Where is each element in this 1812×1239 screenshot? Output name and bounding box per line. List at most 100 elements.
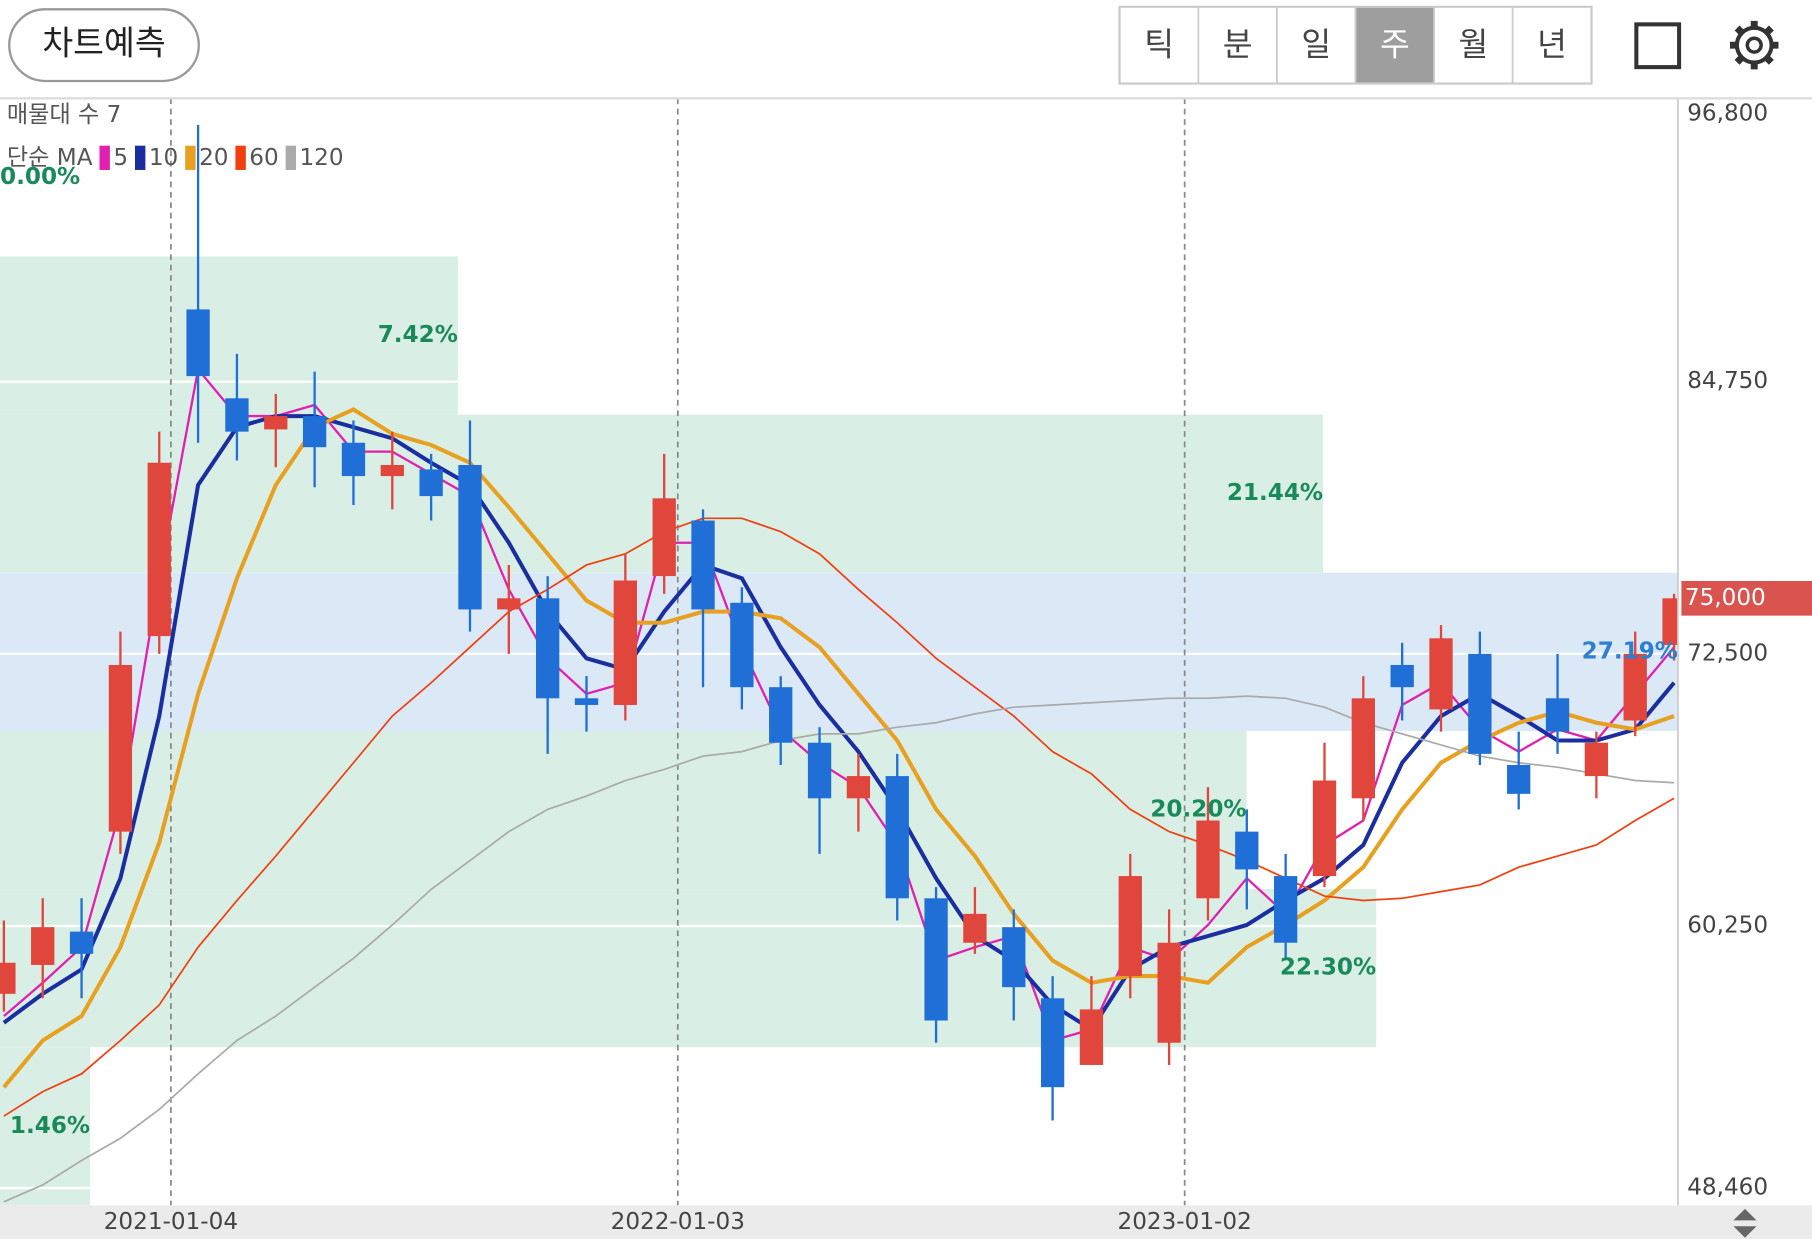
volume-label: 7.42% bbox=[378, 322, 458, 348]
volume-band bbox=[0, 889, 1377, 1048]
tab-label[interactable]: 년 bbox=[1537, 25, 1567, 63]
candle-body bbox=[186, 309, 210, 377]
candle-body bbox=[1584, 742, 1609, 777]
candle-body bbox=[963, 913, 987, 943]
volume-label: 20.20% bbox=[1150, 797, 1246, 823]
current-price-box bbox=[1681, 580, 1812, 616]
overlay: 0.00% 7.42% 21.44% 27.19% 20.20% 22.30% 1.46% 매… bbox=[0, 5, 1812, 1239]
candle-body bbox=[1002, 927, 1026, 988]
tab-label[interactable]: 분 bbox=[1223, 25, 1253, 63]
ma-line bbox=[2, 407, 1675, 1089]
candle-body bbox=[807, 742, 832, 799]
y-tick-label: 72,500 bbox=[1687, 640, 1768, 666]
tab-label[interactable]: 주 bbox=[1380, 25, 1410, 63]
x-axis-bg bbox=[0, 1205, 1812, 1239]
volume-band bbox=[0, 256, 458, 415]
candle-body bbox=[1623, 653, 1647, 721]
y-tick-label: 60,250 bbox=[1687, 913, 1768, 939]
candle-body bbox=[536, 598, 560, 699]
candle-body bbox=[0, 962, 16, 994]
tab[interactable] bbox=[1118, 6, 1200, 85]
legend-swatch bbox=[185, 145, 196, 170]
predict-button[interactable] bbox=[8, 8, 200, 83]
candle-body bbox=[613, 580, 637, 705]
candle-body bbox=[652, 498, 676, 577]
legend-label: 10 bbox=[149, 145, 178, 171]
candle-body bbox=[458, 464, 482, 610]
legend-swatch bbox=[235, 145, 246, 170]
ma-line bbox=[3, 695, 1675, 1203]
candle-body bbox=[1429, 638, 1453, 710]
candle-body bbox=[846, 776, 871, 799]
current-price-label: 75,000 bbox=[1685, 585, 1766, 611]
legend-label: 120 bbox=[299, 145, 343, 171]
volume-label: 22.30% bbox=[1280, 955, 1376, 981]
candle-body bbox=[1079, 1009, 1104, 1065]
plot-area bbox=[0, 99, 1678, 1206]
candle-body bbox=[302, 416, 327, 448]
legend-label: 5 bbox=[113, 145, 128, 171]
candle-body bbox=[1273, 876, 1298, 943]
legend-swatch bbox=[285, 145, 297, 170]
candle-body bbox=[1196, 820, 1220, 899]
candle-body bbox=[574, 698, 599, 705]
y-tick-label: 84,750 bbox=[1687, 368, 1768, 394]
volume-band bbox=[0, 572, 1678, 731]
candle-body bbox=[147, 462, 171, 637]
y-tick-label: 96,800 bbox=[1687, 100, 1768, 126]
x-tick-label: 2023-01-02 bbox=[1118, 1209, 1252, 1235]
ma-line bbox=[3, 517, 1675, 1117]
predict-button-label[interactable]: 차트예측 bbox=[42, 24, 165, 63]
volume-label: 21.44% bbox=[1227, 480, 1323, 506]
candle-body bbox=[341, 442, 366, 477]
candle-body bbox=[1040, 998, 1065, 1088]
y-axis-bg bbox=[1677, 98, 1812, 1206]
legend-swatch bbox=[134, 145, 146, 170]
legend-swatch bbox=[99, 145, 110, 170]
candle-body bbox=[1351, 698, 1375, 799]
candle-body bbox=[1468, 653, 1492, 754]
candle-body bbox=[1507, 764, 1531, 794]
volume-band bbox=[0, 730, 1247, 890]
candle-body bbox=[380, 464, 404, 477]
candle-body bbox=[924, 898, 948, 1021]
candle-body bbox=[1545, 698, 1570, 732]
volume-label: 27.19% bbox=[1582, 638, 1678, 664]
candle-body bbox=[497, 598, 521, 610]
candle-body bbox=[264, 416, 288, 430]
layout-icon[interactable] bbox=[1634, 22, 1682, 70]
candle-body bbox=[1312, 780, 1337, 877]
x-tick-label: 2022-01-03 bbox=[611, 1209, 745, 1235]
candle-body bbox=[1157, 942, 1181, 1043]
candle-body bbox=[31, 927, 55, 965]
tab-label[interactable]: 틱 bbox=[1144, 25, 1174, 63]
ma-label: 단순 MA bbox=[7, 145, 93, 171]
y-tick-label: 48,460 bbox=[1687, 1175, 1768, 1201]
volume-label: 1.46% bbox=[10, 1113, 90, 1139]
candle-body bbox=[769, 687, 793, 743]
candle-body bbox=[691, 520, 715, 610]
tab[interactable] bbox=[1433, 6, 1514, 85]
settings-icon-hole bbox=[1745, 36, 1763, 54]
candle-body bbox=[885, 776, 909, 899]
tab[interactable] bbox=[1511, 6, 1593, 85]
legend-label: 20 bbox=[199, 145, 228, 171]
candle-body bbox=[1662, 598, 1678, 645]
candle-body bbox=[1235, 831, 1259, 870]
candle-body bbox=[1390, 664, 1414, 688]
tab-label[interactable]: 일 bbox=[1301, 25, 1331, 63]
settings-icon-teeth bbox=[1729, 20, 1779, 70]
tab[interactable] bbox=[1197, 6, 1278, 85]
candle-body bbox=[69, 931, 94, 954]
tab-label[interactable]: 월 bbox=[1459, 25, 1489, 63]
candle-body bbox=[1118, 876, 1142, 977]
candle-body bbox=[730, 602, 754, 688]
scale-icon[interactable] bbox=[1733, 1208, 1757, 1238]
indicator-title: 매물대 수 7 bbox=[7, 102, 121, 128]
tab[interactable] bbox=[1276, 6, 1357, 85]
x-tick-label: 2021-01-04 bbox=[104, 1209, 238, 1235]
candle-body bbox=[419, 469, 443, 497]
candle-body bbox=[225, 398, 249, 432]
candle-body bbox=[108, 664, 133, 832]
